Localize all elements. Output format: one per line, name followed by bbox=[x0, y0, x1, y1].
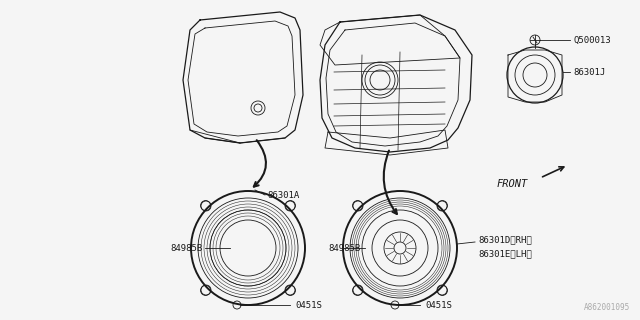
FancyArrowPatch shape bbox=[543, 167, 564, 177]
Text: 84985B: 84985B bbox=[328, 244, 360, 252]
Text: 86301E〈LH〉: 86301E〈LH〉 bbox=[478, 250, 532, 259]
Text: 86301J: 86301J bbox=[573, 68, 605, 76]
Text: 84985B: 84985B bbox=[170, 244, 202, 252]
FancyArrowPatch shape bbox=[254, 140, 266, 187]
Text: Q500013: Q500013 bbox=[573, 36, 611, 44]
Text: 0451S: 0451S bbox=[295, 300, 322, 309]
FancyArrowPatch shape bbox=[384, 151, 397, 214]
Text: 0451S: 0451S bbox=[425, 300, 452, 309]
Text: 86301A: 86301A bbox=[267, 190, 300, 199]
Text: FRONT: FRONT bbox=[497, 179, 528, 189]
Text: 86301D〈RH〉: 86301D〈RH〉 bbox=[478, 236, 532, 244]
Text: A862001095: A862001095 bbox=[584, 303, 630, 312]
